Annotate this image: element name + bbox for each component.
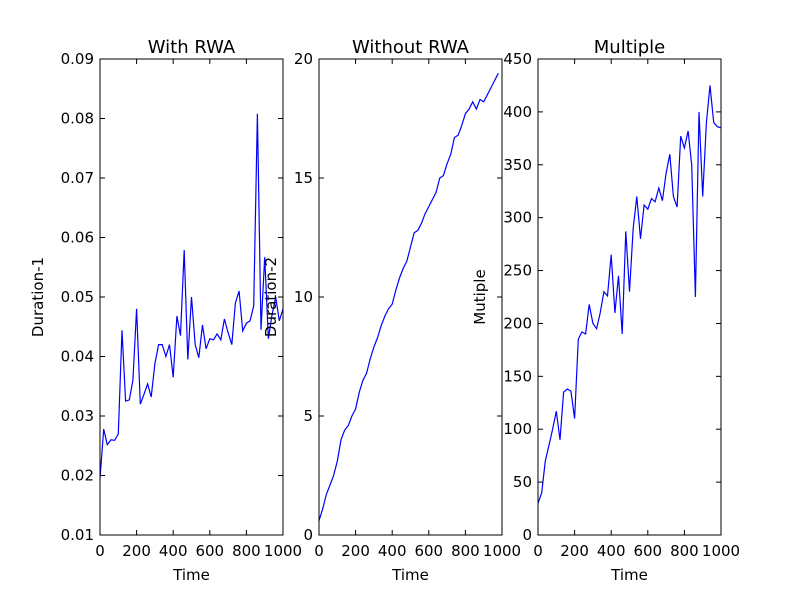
y-tick-label: 0.08: [61, 110, 94, 128]
y-tick-label: 20: [294, 50, 313, 68]
x-tick-label: 600: [195, 542, 224, 560]
y-tick-label: 350: [503, 156, 532, 174]
y-tick-label: 200: [503, 314, 532, 332]
y-tick-label: 0: [522, 526, 532, 544]
x-tick-label: 1000: [264, 542, 302, 560]
y-tick-label: 0.07: [61, 169, 94, 187]
x-tick-label: 400: [378, 542, 407, 560]
x-tick-label: 0: [95, 542, 105, 560]
x-tick-label: 800: [670, 542, 699, 560]
y-tick-label: 300: [503, 209, 532, 227]
y-tick-label: 0.01: [61, 526, 94, 544]
x-tick-label: 200: [560, 542, 589, 560]
x-tick-label: 1000: [702, 542, 740, 560]
y-tick-label: 10: [294, 288, 313, 306]
chart-title: With RWA: [148, 37, 236, 58]
y-tick-label: 0.06: [61, 229, 94, 247]
axes-frame: [99, 58, 284, 536]
y-tick-label: 400: [503, 103, 532, 121]
x-tick-label: 200: [341, 542, 370, 560]
chart-title: Without RWA: [352, 37, 470, 58]
axes-frame: [318, 58, 503, 536]
x-tick-label: 400: [597, 542, 626, 560]
y-axis-label: Duration-1: [29, 257, 47, 337]
x-tick-label: 600: [414, 542, 443, 560]
x-tick-label: 1000: [483, 542, 521, 560]
y-tick-label: 0.02: [61, 467, 94, 485]
y-tick-label: 150: [503, 367, 532, 385]
x-tick-label: 0: [314, 542, 324, 560]
x-axis-label: Time: [610, 566, 648, 584]
y-tick-label: 100: [503, 420, 532, 438]
x-tick-label: 600: [633, 542, 662, 560]
axes-frame: [537, 58, 722, 536]
y-tick-label: 50: [513, 473, 532, 491]
series-line-2: [319, 73, 499, 521]
y-tick-label: 0.03: [61, 407, 94, 425]
y-tick-label: 15: [294, 169, 313, 187]
y-axis-label: Duration-2: [262, 257, 280, 337]
y-axis-label: Mutiple: [471, 269, 489, 324]
y-tick-label: 0.05: [61, 288, 94, 306]
y-tick-label: 5: [303, 407, 313, 425]
y-tick-label: 0.04: [61, 348, 94, 366]
y-tick-label: 0: [303, 526, 313, 544]
x-tick-label: 200: [122, 542, 151, 560]
x-tick-label: 0: [533, 542, 543, 560]
series-line-3: [538, 85, 721, 504]
x-tick-label: 800: [451, 542, 480, 560]
chart-title: Multiple: [594, 37, 666, 58]
x-axis-label: Time: [172, 566, 210, 584]
x-tick-label: 400: [159, 542, 188, 560]
x-axis-label: Time: [391, 566, 429, 584]
series-line-1: [100, 113, 283, 479]
y-tick-label: 450: [503, 50, 532, 68]
y-tick-label: 0.09: [61, 50, 94, 68]
x-tick-label: 800: [232, 542, 261, 560]
y-tick-label: 250: [503, 262, 532, 280]
